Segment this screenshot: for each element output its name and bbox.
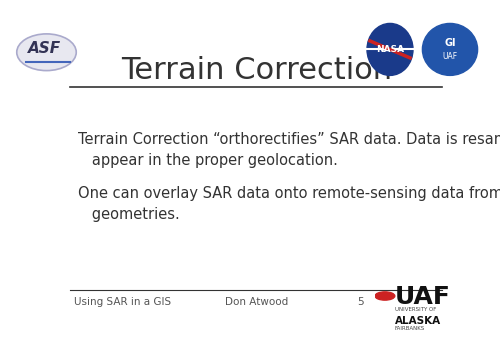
Text: NASA: NASA: [376, 45, 404, 54]
Ellipse shape: [17, 34, 76, 71]
Text: 5: 5: [357, 297, 364, 307]
Text: Terrain Correction: Terrain Correction: [120, 56, 392, 85]
Text: Terrain Correction “orthorectifies” SAR data. Data is resampled so that pixels
 : Terrain Correction “orthorectifies” SAR …: [78, 132, 500, 168]
Text: Don Atwood: Don Atwood: [224, 297, 288, 307]
Text: GI: GI: [444, 38, 456, 48]
Text: UAF: UAF: [395, 286, 450, 310]
Text: UNIVERSITY OF: UNIVERSITY OF: [395, 307, 436, 312]
Text: FAIRBANKS: FAIRBANKS: [395, 326, 425, 331]
Text: ALASKA: ALASKA: [395, 316, 441, 326]
Text: UAF: UAF: [442, 52, 458, 61]
Text: ASF: ASF: [28, 41, 61, 56]
Circle shape: [367, 23, 413, 76]
Text: Using SAR in a GIS: Using SAR in a GIS: [74, 297, 171, 307]
Text: One can overlay SAR data onto remote-sensing data from different sensors and/or
: One can overlay SAR data onto remote-sen…: [78, 186, 500, 222]
Circle shape: [375, 292, 395, 300]
Circle shape: [422, 23, 478, 76]
